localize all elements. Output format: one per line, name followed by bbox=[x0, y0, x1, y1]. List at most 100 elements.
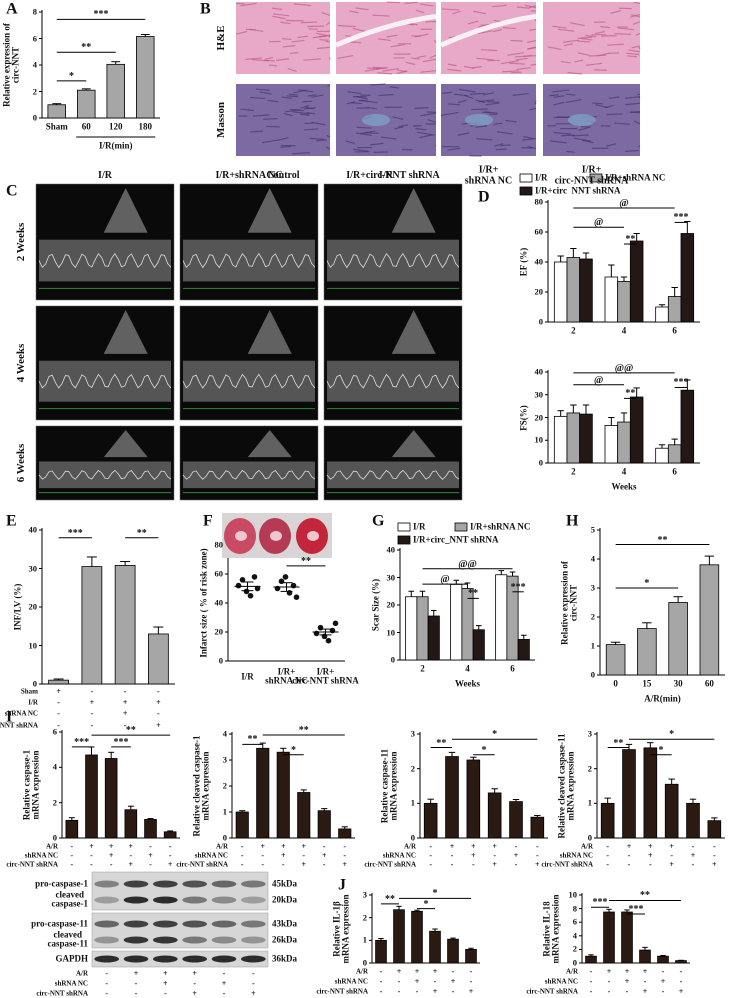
condition-sign: + bbox=[449, 841, 455, 851]
micrograph-texture bbox=[261, 139, 279, 144]
y-tick-label: 0 bbox=[52, 832, 57, 843]
micrograph-texture bbox=[382, 67, 399, 72]
condition-sign: + bbox=[690, 850, 696, 860]
error-bar bbox=[671, 438, 678, 445]
legend-swatch bbox=[519, 186, 533, 196]
band-size: 43kDa bbox=[272, 918, 298, 929]
error-bar bbox=[534, 814, 541, 818]
micrograph-texture bbox=[573, 137, 592, 142]
micrograph-texture bbox=[345, 140, 356, 145]
condition-sign: - bbox=[193, 978, 196, 988]
x-tick-label: 6 bbox=[672, 466, 677, 477]
error-bar bbox=[396, 905, 402, 910]
micrograph-texture bbox=[275, 58, 290, 62]
condition-sign: - bbox=[429, 850, 432, 860]
panel-letter: H bbox=[566, 512, 579, 530]
micrograph-texture bbox=[492, 28, 503, 33]
data-point bbox=[247, 592, 254, 599]
condition-sign: - bbox=[163, 988, 167, 998]
micrograph-texture bbox=[349, 41, 362, 44]
condition-sign: + bbox=[624, 966, 630, 976]
y-tick-label: 20 bbox=[28, 601, 38, 612]
blot-band bbox=[211, 896, 237, 904]
condition-sign: - bbox=[451, 966, 455, 976]
photo-detail bbox=[270, 531, 282, 541]
micrograph-texture bbox=[625, 149, 639, 152]
micrograph-texture bbox=[614, 122, 630, 125]
micrograph-texture bbox=[484, 111, 498, 114]
micrograph-texture bbox=[419, 3, 434, 7]
micrograph-texture bbox=[367, 106, 377, 110]
micrograph-texture bbox=[337, 54, 354, 60]
micrograph-texture bbox=[577, 37, 593, 41]
micrograph-texture bbox=[319, 38, 329, 41]
micrograph-texture bbox=[404, 1, 418, 4]
micrograph-texture bbox=[328, 56, 331, 59]
y-tick-label: 0 bbox=[362, 957, 367, 968]
micrograph-texture bbox=[429, 54, 437, 59]
micrograph-texture bbox=[465, 114, 493, 126]
micrograph-texture bbox=[390, 43, 406, 48]
micrograph-texture bbox=[560, 60, 571, 64]
micrograph-texture bbox=[280, 21, 291, 25]
y-axis-label: Relative expression of circ-NNT bbox=[559, 560, 579, 645]
condition-sign: - bbox=[493, 850, 496, 860]
condition-sign: - bbox=[322, 859, 326, 869]
y-tick-label: 0 bbox=[587, 832, 592, 843]
y-tick-label: 3 bbox=[222, 754, 227, 765]
micrograph-texture bbox=[500, 60, 519, 65]
x-tick-label: 0 bbox=[613, 678, 618, 689]
micrograph-texture bbox=[580, 125, 592, 128]
y-axis-label: Relative expression of circ-NNT bbox=[1, 23, 21, 107]
micrograph-texture bbox=[434, 144, 437, 147]
condition-sign: - bbox=[535, 850, 539, 860]
micrograph-texture bbox=[290, 52, 299, 54]
error-bar bbox=[408, 590, 415, 597]
micrograph-texture bbox=[439, 13, 537, 48]
significance-label: *** bbox=[673, 212, 689, 224]
condition-sign: + bbox=[163, 968, 168, 978]
micrograph-texture bbox=[281, 96, 293, 100]
micrograph-texture bbox=[475, 125, 488, 128]
significance-label: * bbox=[423, 898, 429, 910]
significance-label: @ bbox=[619, 197, 629, 209]
significance-label: ** bbox=[247, 734, 258, 746]
error-bar bbox=[608, 264, 615, 277]
micrograph-texture bbox=[527, 46, 537, 50]
micrograph-texture bbox=[335, 13, 437, 48]
error-bar bbox=[300, 789, 307, 793]
error-bar bbox=[52, 103, 62, 105]
y-tick-label: 40 bbox=[534, 256, 544, 267]
band-label: cleaved caspase-1 bbox=[51, 889, 89, 909]
y-tick-label: 0 bbox=[572, 957, 577, 968]
condition-sign: - bbox=[379, 966, 383, 976]
micrograph-texture bbox=[552, 89, 570, 93]
condition-sign: + bbox=[535, 859, 540, 869]
micrograph-texture bbox=[632, 21, 641, 25]
blot-band bbox=[211, 955, 237, 963]
x-tick-label: 120 bbox=[109, 121, 123, 132]
micrograph-texture bbox=[356, 132, 373, 137]
condition-sign: - bbox=[429, 859, 432, 869]
micrograph-texture bbox=[617, 27, 635, 31]
echo-detail bbox=[39, 461, 171, 489]
micrograph-texture bbox=[293, 89, 307, 94]
error-bar bbox=[711, 817, 718, 821]
micrograph-texture bbox=[529, 28, 537, 31]
echo-detail bbox=[38, 252, 172, 269]
y-tick-label: 3 bbox=[362, 889, 367, 900]
micrograph-texture bbox=[566, 150, 575, 153]
condition-sign: - bbox=[240, 859, 244, 869]
condition-sign: + bbox=[122, 697, 128, 707]
condition-sign: - bbox=[627, 850, 631, 860]
micrograph-texture bbox=[557, 28, 575, 32]
error-bar bbox=[608, 417, 615, 426]
micrograph-texture bbox=[352, 27, 366, 33]
micrograph-texture bbox=[414, 107, 429, 109]
error-bar bbox=[432, 928, 438, 932]
significance-label: * bbox=[492, 728, 498, 740]
micrograph-texture bbox=[417, 131, 435, 136]
condition-sign: + bbox=[624, 976, 630, 986]
error-bar bbox=[241, 581, 254, 592]
error-bar bbox=[321, 808, 328, 811]
